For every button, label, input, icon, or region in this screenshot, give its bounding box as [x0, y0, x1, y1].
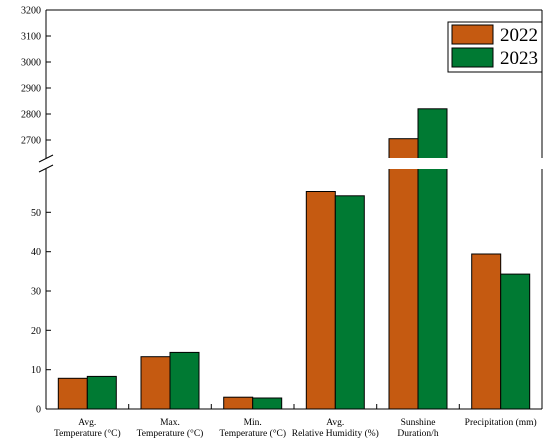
y-ticks-group: 2700 2800 2900 3000 3100 3200 0 10 20 30 40 50 [21, 6, 51, 416]
axis-break-mark-2 [38, 164, 54, 173]
bar-2022-0 [57, 377, 88, 410]
y-tick-label-2900: 2900 [21, 84, 41, 95]
bar-2023-4 [417, 108, 448, 410]
x-category-label-4-1: Duration/h [397, 429, 438, 439]
x-category-label-4-0: Sunshine [401, 418, 436, 428]
x-category-label-2-1: Temperature (°C) [219, 428, 286, 439]
y-tick-label-0: 0 [36, 405, 41, 416]
x-category-label-3-1: Relative Humidity (%) [292, 428, 379, 439]
bar-2023-5 [500, 273, 531, 410]
x-category-label-2-0: Min. [244, 418, 262, 428]
bar-2023-1 [169, 351, 200, 410]
y-tick-label-40: 40 [31, 247, 41, 258]
x-labels-group: Avg.Temperature (°C)Max.Temperature (°C)… [54, 404, 537, 439]
bar-2022-2 [223, 396, 254, 410]
y-tick-label-50: 50 [31, 208, 41, 219]
axis-break-mark-1 [38, 154, 54, 163]
x-category-label-3-0: Avg. [326, 418, 344, 428]
x-category-label-5-0: Precipitation (mm) [465, 417, 537, 428]
axis-break-gap [47, 158, 541, 169]
x-category-label-0-0: Avg. [78, 418, 96, 428]
bar-2022-3 [305, 191, 336, 410]
bar-2022-5 [471, 253, 502, 410]
x-category-label-0-1: Temperature (°C) [54, 428, 121, 439]
y-tick-label-3100: 3100 [21, 32, 41, 43]
axis-break-band [47, 158, 541, 169]
bar-2022-4 [388, 138, 419, 410]
x-category-label-1-1: Temperature (°C) [137, 428, 204, 439]
bar-2022-1 [140, 356, 171, 410]
legend-label-2023: 2023 [500, 48, 538, 69]
y-tick-label-20: 20 [31, 326, 41, 337]
bars-group [57, 108, 531, 410]
y-tick-label-10: 10 [31, 365, 41, 376]
legend-label-2022: 2022 [500, 25, 538, 46]
x-category-label-1-0: Max. [160, 418, 180, 428]
y-tick-label-2700: 2700 [21, 136, 41, 147]
y-tick-label-2800: 2800 [21, 110, 41, 121]
y-tick-label-3000: 3000 [21, 58, 41, 69]
bar-2023-0 [86, 375, 117, 410]
y-tick-label-3200: 3200 [21, 6, 41, 17]
y-tick-label-30: 30 [31, 287, 41, 298]
legend-swatch-2022 [451, 24, 494, 45]
legend-swatch-2023 [451, 47, 494, 68]
bar-2023-2 [252, 397, 283, 410]
bar-2023-3 [334, 195, 365, 410]
